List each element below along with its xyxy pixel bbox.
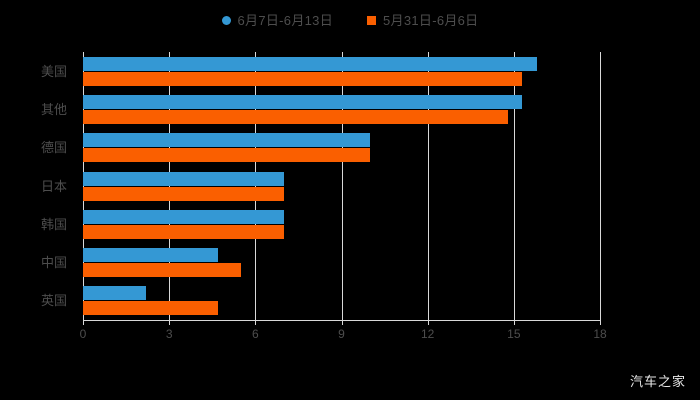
bar-group xyxy=(83,171,600,201)
x-tick-9 xyxy=(341,320,343,325)
legend-item-series-1[interactable]: 5月31日-6月6日 xyxy=(367,14,478,27)
bar-中国-series-1[interactable] xyxy=(83,263,241,278)
y-axis-label-英国: 英国 xyxy=(40,293,67,309)
x-tick-3 xyxy=(169,320,171,325)
bar-日本-series-1[interactable] xyxy=(83,186,285,201)
gridline-x-9 xyxy=(341,52,343,320)
x-tick-15 xyxy=(513,320,515,325)
gridline-x-6 xyxy=(255,52,257,320)
y-axis-label-美国: 美国 xyxy=(40,63,67,79)
x-axis-label-15: 15 xyxy=(507,327,521,341)
legend-marker-circle-icon xyxy=(221,15,231,25)
bar-日本-series-0[interactable] xyxy=(83,171,285,186)
legend-item-series-0[interactable]: 6月7日-6月13日 xyxy=(221,12,333,28)
bar-中国-series-0[interactable] xyxy=(83,248,218,263)
x-axis-label-9: 9 xyxy=(338,327,345,341)
gridline-x-0 xyxy=(83,52,84,320)
bar-group xyxy=(83,56,600,86)
x-axis-label-6: 6 xyxy=(251,327,259,341)
bar-英国-series-0[interactable] xyxy=(83,286,147,301)
gridline-x-18 xyxy=(600,52,601,320)
bar-韩国-series-1[interactable] xyxy=(83,224,285,239)
bar-group xyxy=(83,94,600,124)
bar-group xyxy=(83,133,600,163)
bar-其他-series-1[interactable] xyxy=(83,109,509,124)
bar-美国-series-1[interactable] xyxy=(83,71,523,86)
chart-legend: 6月7日-6月13日 5月31日-6月6日 xyxy=(0,8,700,32)
legend-label-series-0: 6月7日-6月13日 xyxy=(237,12,333,28)
x-axis-label-0: 0 xyxy=(79,327,87,341)
y-axis-label-韩国: 韩国 xyxy=(40,216,67,232)
bar-美国-series-0[interactable] xyxy=(83,56,537,71)
bar-其他-series-0[interactable] xyxy=(83,94,523,109)
bar-group xyxy=(83,248,600,278)
y-axis-label-德国: 德国 xyxy=(40,140,67,156)
bar-group xyxy=(83,209,600,239)
y-axis-label-中国: 中国 xyxy=(40,255,67,271)
gridline-x-15 xyxy=(513,52,515,320)
legend-marker-square-icon xyxy=(367,15,376,25)
plot-area xyxy=(83,52,601,320)
x-tick-12 xyxy=(427,320,429,325)
x-axis-label-18: 18 xyxy=(593,327,607,341)
legend-label-series-1: 5月31日-6月6日 xyxy=(383,12,479,28)
y-axis-label-其他: 其他 xyxy=(40,101,67,117)
bar-英国-series-1[interactable] xyxy=(83,301,218,316)
x-tick-0 xyxy=(83,320,84,325)
bar-group xyxy=(83,286,600,316)
y-axis: 美国其他德国日本韩国中国英国 xyxy=(0,52,75,320)
gridline-x-12 xyxy=(427,52,429,320)
x-axis-label-12: 12 xyxy=(420,327,435,341)
x-tick-6 xyxy=(255,320,257,325)
bar-德国-series-1[interactable] xyxy=(83,148,371,163)
watermark: 汽车之家 xyxy=(629,374,686,389)
x-tick-18 xyxy=(600,320,601,325)
y-axis-label-日本: 日本 xyxy=(40,178,67,194)
bar-德国-series-0[interactable] xyxy=(83,133,371,148)
gridline-x-3 xyxy=(169,52,171,320)
bar-韩国-series-0[interactable] xyxy=(83,209,285,224)
x-axis-label-3: 3 xyxy=(165,327,173,341)
